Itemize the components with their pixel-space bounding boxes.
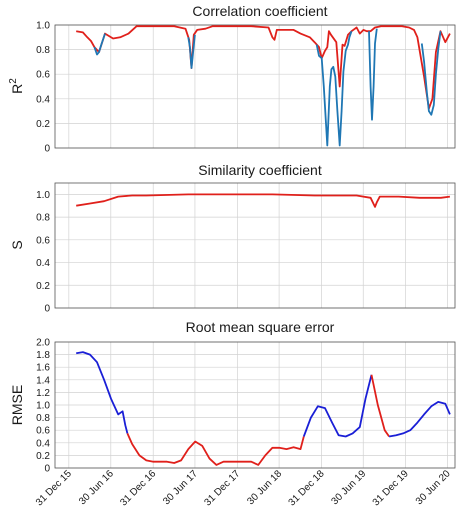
x-tick-label: 30 Jun 20 — [414, 468, 453, 507]
x-tick-label: 31 Dec 19 — [371, 468, 411, 508]
series-similarity — [76, 193, 451, 208]
y-tick-label: 0.4 — [36, 258, 50, 269]
series-line — [76, 351, 129, 434]
y-tick-label: 0.6 — [36, 426, 50, 437]
x-tick-label: 31 Dec 15 — [34, 468, 74, 508]
y-axis-label-rmse: RMSE — [9, 385, 25, 425]
x-tick-label: 31 Dec 17 — [202, 468, 242, 508]
x-tick-label: 30 Jun 17 — [161, 468, 200, 507]
panel-title-rmse: Root mean square error — [186, 319, 335, 335]
y-tick-label: 0.4 — [36, 94, 50, 105]
y-tick-label: 0.2 — [36, 451, 50, 462]
x-tick-label: 30 Jun 19 — [330, 468, 369, 507]
y-tick-label: 1.0 — [36, 21, 50, 32]
panel-correlation: Correlation coefficient 0 0.2 0.4 0.6 0.8 1.0… — [8, 3, 456, 155]
series-correlation — [76, 25, 451, 147]
panel-similarity: Similarity coefficient 00.20.40.60.81.0 … — [9, 162, 456, 315]
x-tick-label: 30 Jun 16 — [77, 468, 116, 507]
series-line — [420, 31, 442, 116]
y-tick-label: 0.2 — [36, 281, 50, 292]
series-line — [368, 28, 378, 121]
y-tick-label: 0 — [44, 304, 50, 315]
y-tick-label: 1.2 — [36, 388, 50, 399]
y-tick-label: 1.0 — [36, 190, 50, 201]
series-rmse — [76, 351, 451, 466]
series-line — [187, 34, 196, 69]
series-line — [370, 374, 390, 438]
series-line — [126, 433, 305, 466]
grid-correlation — [55, 24, 455, 149]
grid-rmse — [55, 341, 455, 469]
series-line — [76, 25, 451, 110]
series-line — [76, 193, 451, 208]
x-axis-ticks: 31 Dec 15 30 Jun 16 31 Dec 16 30 Jun 17 31 D… — [34, 468, 453, 508]
x-tick-label: 30 Jun 18 — [245, 468, 284, 507]
series-line — [93, 33, 106, 56]
y-ticks-rmse: 0 0.2 0.40.6 0.81.0 1.2 1.41.6 1.82.0 — [36, 338, 50, 475]
y-tick-label: 2.0 — [36, 338, 50, 349]
y-tick-label: 0.4 — [36, 438, 50, 449]
plot-frame-correlation — [54, 24, 456, 149]
grid-similarity — [55, 183, 455, 309]
series-line — [302, 374, 373, 438]
y-ticks-similarity: 0 0.2 0.4 0.6 0.8 1.0 — [36, 190, 50, 315]
x-tick-label: 31 Dec 16 — [118, 468, 158, 508]
x-tick-label: 31 Dec 18 — [287, 468, 327, 508]
y-axis-label-similarity: S — [9, 240, 25, 249]
y-tick-label: 0.8 — [36, 413, 50, 424]
y-tick-label: 1.6 — [36, 363, 50, 374]
y-tick-label: 1.0 — [36, 401, 50, 412]
y-ticks-correlation: 0 0.2 0.4 0.6 0.8 1.0 — [36, 21, 50, 155]
panel-title-similarity: Similarity coefficient — [198, 162, 322, 178]
y-tick-label: 1.4 — [36, 375, 50, 386]
y-tick-label: 0.8 — [36, 213, 50, 224]
series-line — [388, 400, 451, 438]
y-axis-label-correlation: R2 — [8, 78, 25, 94]
y-tick-label: 0.6 — [36, 70, 50, 81]
plot-frame-similarity — [54, 182, 456, 309]
y-tick-label: 0.2 — [36, 119, 50, 130]
panel-rmse: Root mean square error 0 0.2 0.40.6 0.81.0 1… — [9, 319, 456, 475]
panel-title-correlation: Correlation coefficient — [192, 3, 327, 19]
y-tick-label: 1.8 — [36, 350, 50, 361]
y-tick-label: 0 — [44, 144, 50, 155]
plot-frame-rmse — [54, 341, 456, 469]
y-tick-label: 0.8 — [36, 45, 50, 56]
y-tick-label: 0 — [44, 464, 50, 475]
series-line — [315, 30, 353, 147]
y-tick-label: 0.6 — [36, 235, 50, 246]
